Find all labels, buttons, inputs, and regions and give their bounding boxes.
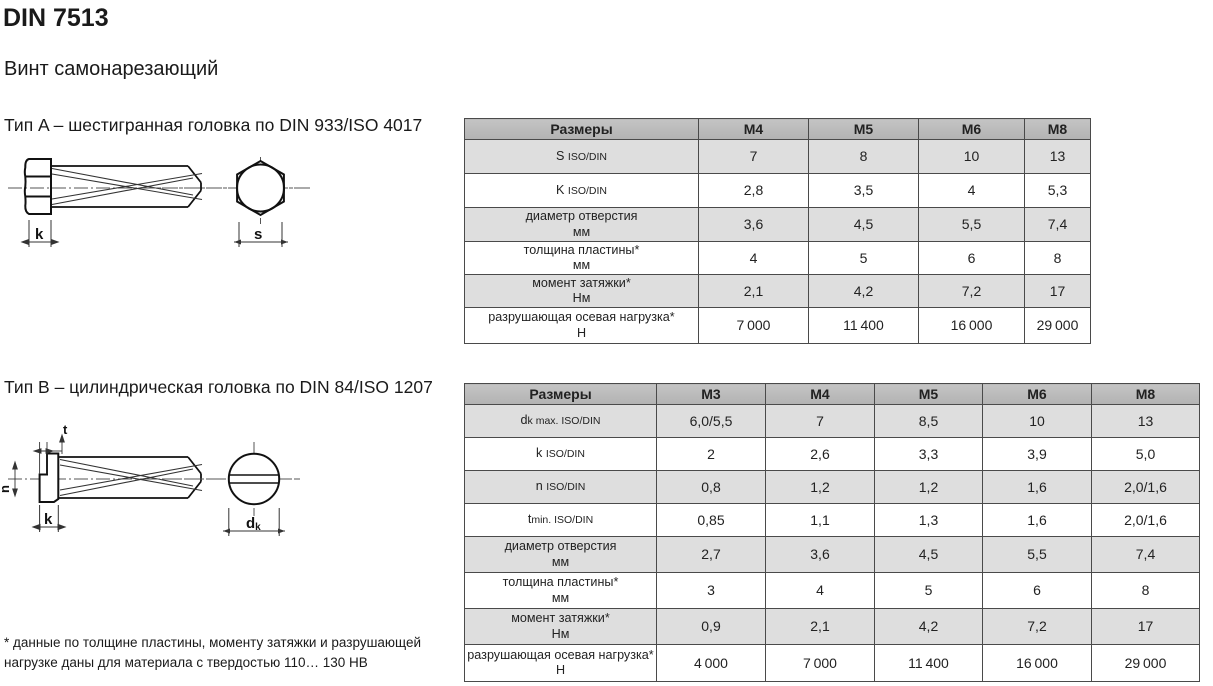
- svg-text:n: n: [0, 485, 12, 493]
- svg-text:k: k: [44, 511, 53, 528]
- svg-text:dk: dk: [246, 515, 261, 533]
- svg-text:k: k: [35, 226, 44, 243]
- svg-text:s: s: [254, 226, 262, 243]
- svg-text:t: t: [63, 422, 68, 437]
